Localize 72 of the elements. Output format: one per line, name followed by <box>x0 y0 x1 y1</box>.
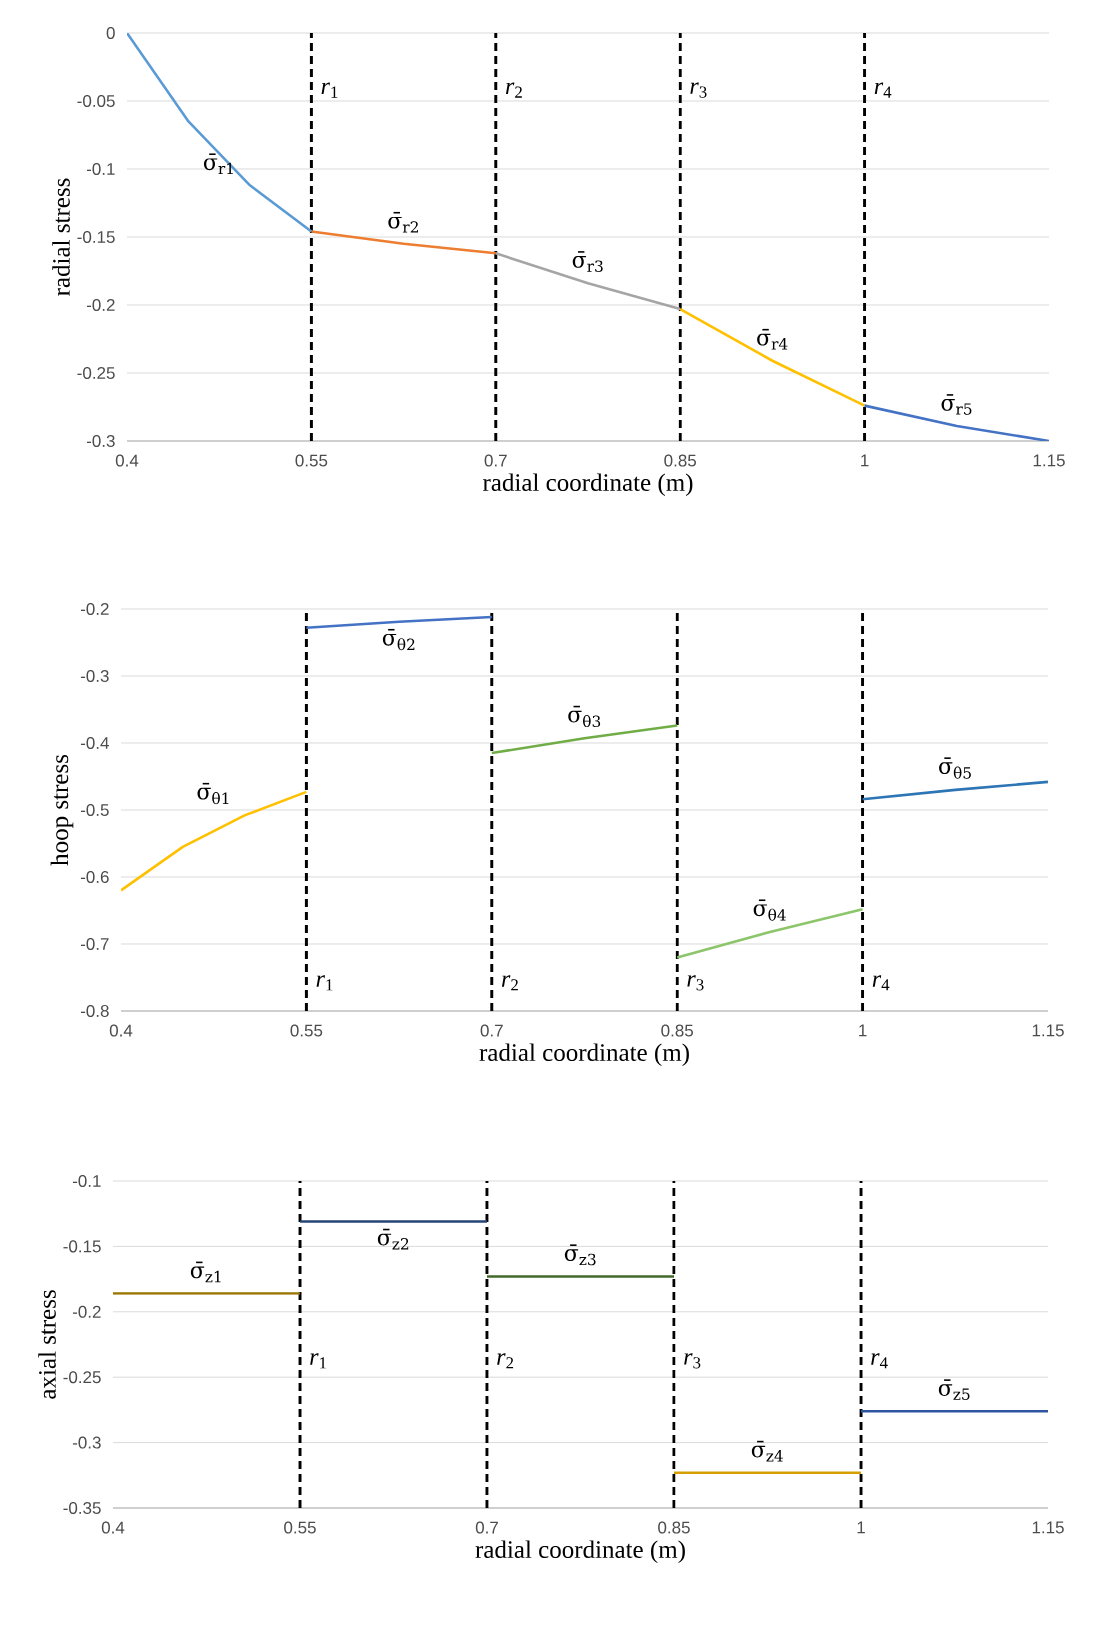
x-axis-title: radial coordinate (m) <box>475 1540 685 1564</box>
y-tick-label: -0.2 <box>72 1305 101 1318</box>
y-axis-title: axial stress <box>38 1290 56 1399</box>
x-tick-label: 0.4 <box>101 1521 125 1534</box>
y-tick-label: -0.35 <box>63 1501 101 1515</box>
y-tick-label: -0.3 <box>72 1436 101 1449</box>
y-tick-label: -0.1 <box>72 1174 101 1188</box>
x-tick-label: 1.15 <box>1032 1024 1064 1037</box>
ref-line-label: r$_{4}$ <box>874 82 892 98</box>
x-tick-label: 0.4 <box>109 1024 133 1037</box>
x-tick-label: 1 <box>859 1024 867 1037</box>
series-label: σ̄$_{θ4}$ <box>753 899 786 921</box>
y-tick-label: -0.25 <box>63 1371 101 1384</box>
x-tick-label: 0.85 <box>661 1024 694 1037</box>
y-tick-label: -0.2 <box>80 602 109 616</box>
y-tick-label: -0.8 <box>80 1004 109 1018</box>
y-tick-label: -0.3 <box>86 434 115 448</box>
ref-line-label: r$_{2}$ <box>505 82 522 98</box>
series-label: σ̄$_{θ1}$ <box>197 782 229 805</box>
y-tick-label: -0.25 <box>77 366 115 380</box>
series-label: σ̄$_{z1}$ <box>190 1261 221 1283</box>
x-tick-label: 0.55 <box>290 1024 323 1037</box>
y-tick-label: -0.15 <box>77 230 115 244</box>
ref-line-label: r$_{1}$ <box>316 975 333 991</box>
x-tick-label: 1 <box>857 1521 865 1534</box>
series-label: σ̄$_{z5}$ <box>938 1379 970 1400</box>
y-tick-label: -0.6 <box>80 870 109 884</box>
x-tick-label: 0.55 <box>295 454 328 467</box>
ref-line-label: r$_{4}$ <box>871 1353 888 1369</box>
line-series <box>127 33 313 233</box>
x-tick-label: 0.55 <box>284 1521 316 1534</box>
series-label: σ̄$_{r3}$ <box>572 251 603 273</box>
x-tick-label: 0.85 <box>658 1521 690 1534</box>
y-tick-label: -0.3 <box>80 669 109 683</box>
ref-line-label: r$_{3}$ <box>687 975 704 991</box>
series-label: σ̄$_{r2}$ <box>388 211 418 233</box>
series-label: σ̄$_{θ2}$ <box>382 628 415 651</box>
y-tick-label: -0.1 <box>86 162 115 176</box>
y-tick-label: -0.15 <box>63 1240 101 1253</box>
series-label: σ̄$_{θ3}$ <box>568 705 601 728</box>
y-tick-label: -0.7 <box>80 937 109 951</box>
y-tick-label: -0.4 <box>80 736 109 750</box>
y-tick-label: -0.2 <box>86 298 115 312</box>
ref-line-label: r$_{2}$ <box>497 1353 514 1369</box>
ref-line-label: r$_{3}$ <box>684 1353 701 1369</box>
ref-line-label: r$_{1}$ <box>321 82 338 98</box>
x-tick-label: 0.4 <box>115 454 139 467</box>
x-tick-label: 0.7 <box>480 1024 503 1037</box>
y-tick-label: -0.5 <box>80 803 109 817</box>
x-tick-label: 0.7 <box>475 1521 498 1534</box>
series-label: σ̄$_{z2}$ <box>377 1228 409 1250</box>
x-tick-label: 1.15 <box>1032 1521 1064 1534</box>
series-label: σ̄$_{θ5}$ <box>939 757 971 779</box>
series-label: σ̄$_{r1}$ <box>203 153 233 175</box>
x-axis-title: radial coordinate (m) <box>479 1043 689 1067</box>
series-label: σ̄$_{r5}$ <box>941 394 972 415</box>
ref-line-label: r$_{1}$ <box>310 1353 326 1369</box>
ref-line-label: r$_{2}$ <box>501 975 518 991</box>
y-tick-label: 0 <box>106 26 115 40</box>
y-tick-label: -0.05 <box>77 94 115 108</box>
series-label: σ̄$_{z4}$ <box>751 1440 783 1462</box>
series-label: σ̄$_{r4}$ <box>757 328 788 350</box>
ref-line-label: r$_{3}$ <box>690 82 707 98</box>
x-tick-label: 0.85 <box>664 454 697 467</box>
y-axis-title: hoop stress <box>50 754 74 866</box>
y-axis-title: radial stress <box>52 178 70 296</box>
x-tick-label: 1.15 <box>1033 454 1065 467</box>
ref-line-label: r$_{4}$ <box>872 975 890 991</box>
x-axis-title: radial coordinate (m) <box>482 473 693 497</box>
series-label: σ̄$_{z3}$ <box>564 1244 596 1266</box>
x-tick-label: 0.7 <box>484 454 507 467</box>
x-tick-label: 1 <box>861 454 869 467</box>
